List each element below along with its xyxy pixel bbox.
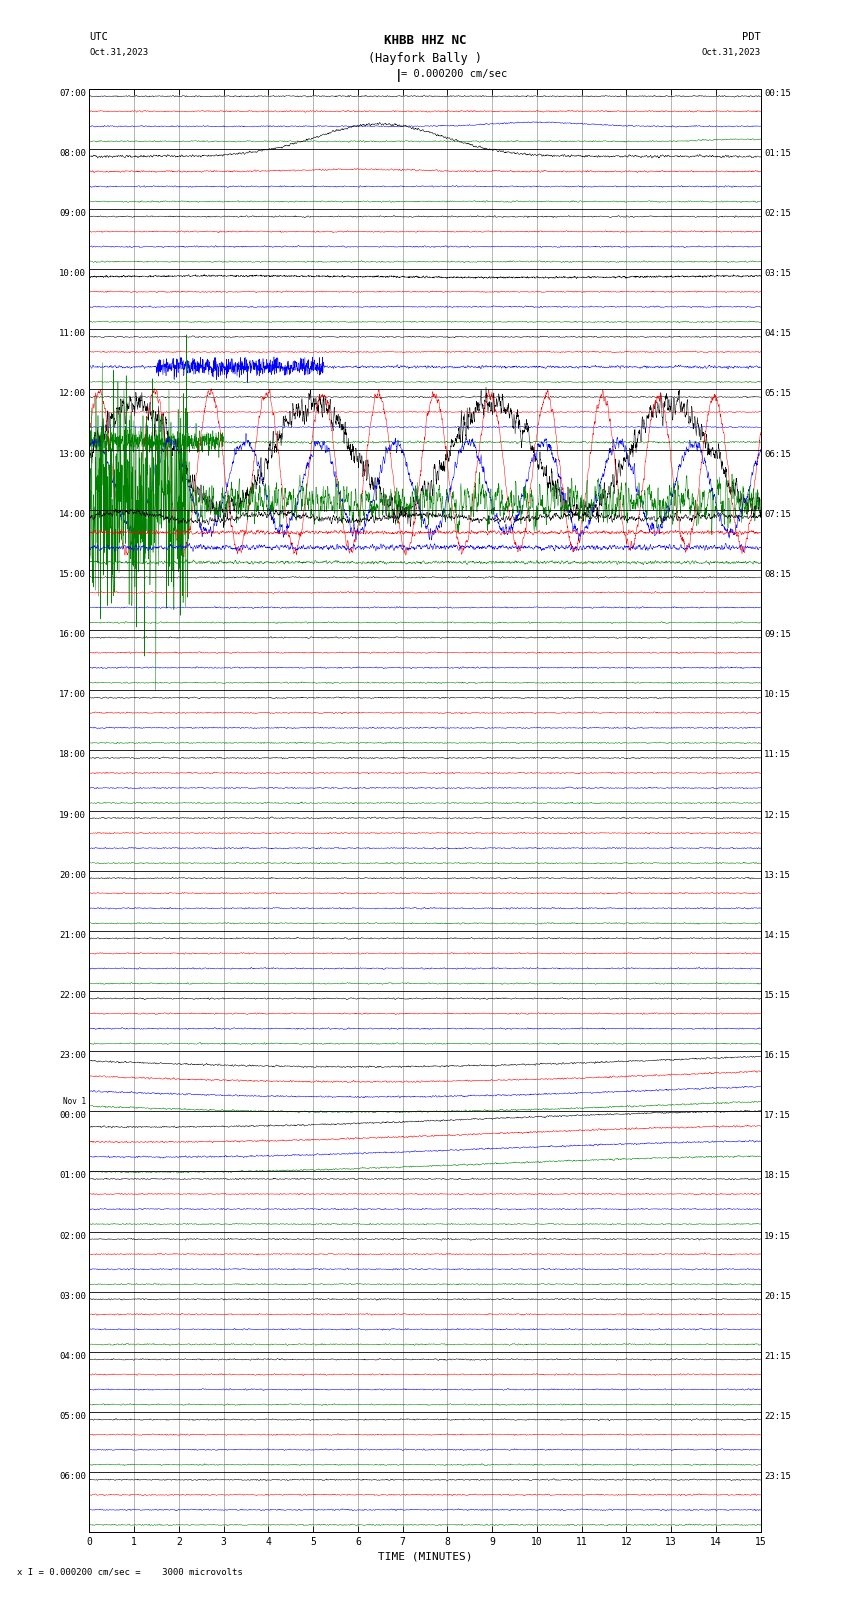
Text: 03:00: 03:00 (59, 1292, 86, 1300)
Text: 19:15: 19:15 (764, 1232, 791, 1240)
Text: 15:00: 15:00 (59, 569, 86, 579)
Text: 18:00: 18:00 (59, 750, 86, 760)
Text: 09:00: 09:00 (59, 210, 86, 218)
Text: 19:00: 19:00 (59, 811, 86, 819)
Text: Oct.31,2023: Oct.31,2023 (701, 48, 761, 58)
Text: 12:15: 12:15 (764, 811, 791, 819)
Text: 04:00: 04:00 (59, 1352, 86, 1361)
Text: 13:00: 13:00 (59, 450, 86, 458)
Text: 23:00: 23:00 (59, 1052, 86, 1060)
X-axis label: TIME (MINUTES): TIME (MINUTES) (377, 1552, 473, 1561)
Text: 08:15: 08:15 (764, 569, 791, 579)
Text: 10:00: 10:00 (59, 269, 86, 277)
Text: = 0.000200 cm/sec: = 0.000200 cm/sec (401, 69, 507, 79)
Text: 02:15: 02:15 (764, 210, 791, 218)
Text: 16:15: 16:15 (764, 1052, 791, 1060)
Text: KHBB HHZ NC: KHBB HHZ NC (383, 34, 467, 47)
Text: 02:00: 02:00 (59, 1232, 86, 1240)
Text: UTC: UTC (89, 32, 108, 42)
Text: 11:15: 11:15 (764, 750, 791, 760)
Text: 06:00: 06:00 (59, 1473, 86, 1481)
Text: 21:15: 21:15 (764, 1352, 791, 1361)
Text: 03:15: 03:15 (764, 269, 791, 277)
Text: 23:15: 23:15 (764, 1473, 791, 1481)
Text: 08:00: 08:00 (59, 148, 86, 158)
Text: Oct.31,2023: Oct.31,2023 (89, 48, 149, 58)
Text: 07:15: 07:15 (764, 510, 791, 519)
Text: 13:15: 13:15 (764, 871, 791, 879)
Text: 22:15: 22:15 (764, 1411, 791, 1421)
Text: 07:00: 07:00 (59, 89, 86, 98)
Text: 20:15: 20:15 (764, 1292, 791, 1300)
Text: 21:00: 21:00 (59, 931, 86, 940)
Text: PDT: PDT (742, 32, 761, 42)
Text: |: | (395, 69, 403, 82)
Text: 17:15: 17:15 (764, 1111, 791, 1121)
Text: x I = 0.000200 cm/sec =    3000 microvolts: x I = 0.000200 cm/sec = 3000 microvolts (17, 1568, 243, 1578)
Text: 10:15: 10:15 (764, 690, 791, 698)
Text: 14:00: 14:00 (59, 510, 86, 519)
Text: 12:00: 12:00 (59, 389, 86, 398)
Text: 00:15: 00:15 (764, 89, 791, 98)
Text: Nov 1: Nov 1 (63, 1097, 86, 1105)
Text: 04:15: 04:15 (764, 329, 791, 339)
Text: 16:00: 16:00 (59, 631, 86, 639)
Text: 22:00: 22:00 (59, 990, 86, 1000)
Text: 14:15: 14:15 (764, 931, 791, 940)
Text: 18:15: 18:15 (764, 1171, 791, 1181)
Text: 00:00: 00:00 (59, 1111, 86, 1121)
Text: 20:00: 20:00 (59, 871, 86, 879)
Text: 06:15: 06:15 (764, 450, 791, 458)
Text: 01:00: 01:00 (59, 1171, 86, 1181)
Text: 17:00: 17:00 (59, 690, 86, 698)
Text: 05:00: 05:00 (59, 1411, 86, 1421)
Text: (Hayfork Bally ): (Hayfork Bally ) (368, 52, 482, 65)
Text: 09:15: 09:15 (764, 631, 791, 639)
Text: 11:00: 11:00 (59, 329, 86, 339)
Text: 15:15: 15:15 (764, 990, 791, 1000)
Text: 05:15: 05:15 (764, 389, 791, 398)
Text: 01:15: 01:15 (764, 148, 791, 158)
